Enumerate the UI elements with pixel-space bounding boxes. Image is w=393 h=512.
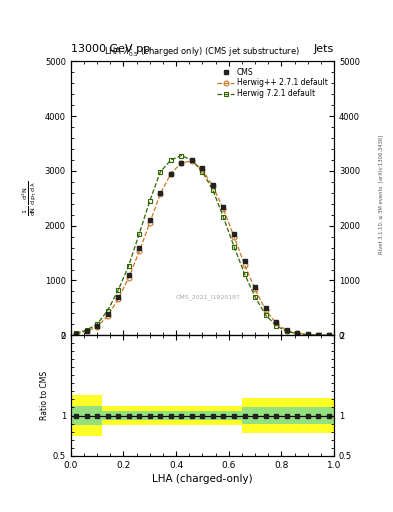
Herwig++ 2.7.1 default [73, 331, 78, 337]
Herwig 7.2.1 default [189, 157, 194, 163]
Herwig 7.2.1 default [253, 294, 257, 300]
CMS [211, 182, 215, 188]
Herwig 7.2.1 default [274, 323, 279, 329]
Herwig 7.2.1 default [305, 332, 310, 338]
CMS [84, 328, 89, 334]
Text: 13000 GeV pp: 13000 GeV pp [71, 44, 150, 54]
Herwig++ 2.7.1 default [126, 274, 131, 281]
Herwig 7.2.1 default [126, 263, 131, 269]
Herwig 7.2.1 default [158, 169, 163, 175]
Herwig 7.2.1 default [147, 198, 152, 204]
Herwig++ 2.7.1 default [158, 191, 163, 197]
Herwig 7.2.1 default [211, 187, 215, 193]
Y-axis label: $\mathrm{\frac{1}{dN}\,\frac{d^2N}{d\,p_T\,d\,\lambda}}$: $\mathrm{\frac{1}{dN}\,\frac{d^2N}{d\,p_… [21, 181, 39, 216]
Line: CMS: CMS [73, 158, 331, 337]
CMS [105, 311, 110, 317]
Herwig++ 2.7.1 default [274, 320, 279, 326]
CMS [274, 319, 279, 325]
Herwig++ 2.7.1 default [242, 262, 247, 268]
Herwig++ 2.7.1 default [147, 220, 152, 226]
Herwig++ 2.7.1 default [169, 170, 173, 177]
Herwig++ 2.7.1 default [105, 313, 110, 319]
Herwig 7.2.1 default [263, 312, 268, 318]
CMS [116, 294, 121, 300]
Herwig 7.2.1 default [284, 328, 289, 334]
Herwig++ 2.7.1 default [231, 233, 236, 240]
Herwig 7.2.1 default [316, 332, 321, 338]
Herwig++ 2.7.1 default [305, 331, 310, 337]
CMS [316, 332, 321, 338]
Text: CMS_2021_I1920187: CMS_2021_I1920187 [175, 294, 240, 300]
Herwig++ 2.7.1 default [137, 248, 141, 254]
CMS [147, 217, 152, 223]
Herwig++ 2.7.1 default [263, 307, 268, 313]
CMS [242, 258, 247, 264]
Herwig++ 2.7.1 default [95, 324, 99, 330]
Herwig++ 2.7.1 default [284, 328, 289, 334]
Herwig++ 2.7.1 default [179, 160, 184, 166]
Line: Herwig 7.2.1 default: Herwig 7.2.1 default [73, 153, 331, 337]
Y-axis label: Ratio to CMS: Ratio to CMS [40, 371, 49, 420]
Herwig 7.2.1 default [179, 153, 184, 159]
CMS [95, 323, 99, 329]
Herwig 7.2.1 default [242, 271, 247, 277]
Herwig 7.2.1 default [105, 308, 110, 314]
Herwig++ 2.7.1 default [116, 296, 121, 302]
Herwig++ 2.7.1 default [316, 332, 321, 338]
CMS [158, 190, 163, 196]
CMS [295, 330, 299, 336]
Herwig++ 2.7.1 default [84, 328, 89, 334]
Line: Herwig++ 2.7.1 default: Herwig++ 2.7.1 default [73, 159, 331, 337]
Text: LHA $\lambda^{1}_{0.5}$ (charged only) (CMS jet substructure): LHA $\lambda^{1}_{0.5}$ (charged only) (… [105, 44, 300, 59]
Herwig++ 2.7.1 default [221, 206, 226, 212]
CMS [263, 305, 268, 311]
CMS [253, 284, 257, 290]
Herwig 7.2.1 default [231, 243, 236, 249]
Herwig++ 2.7.1 default [295, 330, 299, 336]
CMS [126, 272, 131, 278]
Herwig++ 2.7.1 default [253, 286, 257, 292]
Herwig 7.2.1 default [295, 331, 299, 337]
Herwig 7.2.1 default [200, 169, 205, 175]
CMS [200, 165, 205, 172]
Text: Jets: Jets [314, 44, 334, 54]
CMS [73, 331, 78, 337]
Legend: CMS, Herwig++ 2.7.1 default, Herwig 7.2.1 default: CMS, Herwig++ 2.7.1 default, Herwig 7.2.… [215, 65, 330, 101]
Herwig 7.2.1 default [137, 231, 141, 237]
Herwig 7.2.1 default [327, 332, 331, 338]
CMS [327, 332, 331, 338]
Text: Rivet 3.1.10, ≥ 3M events  [arXiv:1306.3436]: Rivet 3.1.10, ≥ 3M events [arXiv:1306.34… [379, 135, 384, 254]
Herwig 7.2.1 default [95, 321, 99, 327]
CMS [179, 160, 184, 166]
CMS [231, 231, 236, 237]
Herwig 7.2.1 default [116, 287, 121, 293]
Herwig 7.2.1 default [73, 330, 78, 336]
CMS [189, 157, 194, 163]
CMS [137, 245, 141, 251]
Herwig 7.2.1 default [221, 215, 226, 221]
CMS [284, 327, 289, 333]
CMS [221, 203, 226, 209]
CMS [169, 170, 173, 177]
Herwig++ 2.7.1 default [327, 332, 331, 338]
Herwig++ 2.7.1 default [211, 183, 215, 189]
Herwig++ 2.7.1 default [189, 158, 194, 164]
X-axis label: LHA (charged-only): LHA (charged-only) [152, 474, 253, 484]
Herwig 7.2.1 default [84, 327, 89, 333]
Herwig 7.2.1 default [169, 157, 173, 163]
CMS [305, 331, 310, 337]
Herwig++ 2.7.1 default [200, 167, 205, 173]
